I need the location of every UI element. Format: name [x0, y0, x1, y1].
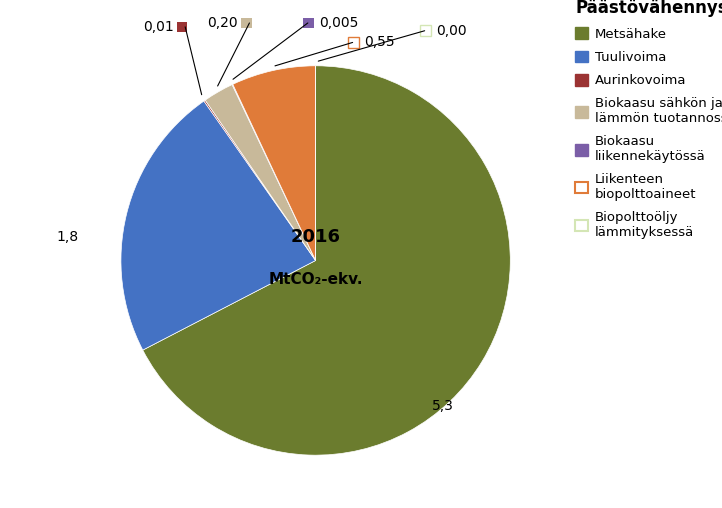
Wedge shape [121, 101, 316, 350]
Wedge shape [205, 85, 316, 261]
Text: 0,20: 0,20 [207, 16, 238, 30]
Wedge shape [232, 66, 316, 261]
Text: MtCO₂-ekv.: MtCO₂-ekv. [269, 272, 363, 288]
Bar [303, 18, 314, 28]
Wedge shape [204, 100, 316, 261]
Text: 0,005: 0,005 [320, 16, 359, 30]
Wedge shape [143, 66, 510, 455]
Text: 0,01: 0,01 [143, 20, 173, 34]
Bar [348, 37, 359, 48]
Bar [241, 18, 252, 28]
Text: 5,3: 5,3 [432, 399, 454, 414]
Text: 0,55: 0,55 [365, 36, 395, 49]
Bar [177, 21, 188, 32]
Text: 2016: 2016 [291, 228, 341, 246]
Text: 1,8: 1,8 [56, 230, 78, 244]
Text: 0,00: 0,00 [436, 24, 467, 38]
Legend: Metsähake, Tuulivoima, Aurinkovoima, Biokaasu sähkön ja
lämmön tuotannossa, Biok: Metsähake, Tuulivoima, Aurinkovoima, Bio… [575, 0, 722, 239]
Bar [420, 25, 431, 36]
Wedge shape [232, 84, 316, 261]
